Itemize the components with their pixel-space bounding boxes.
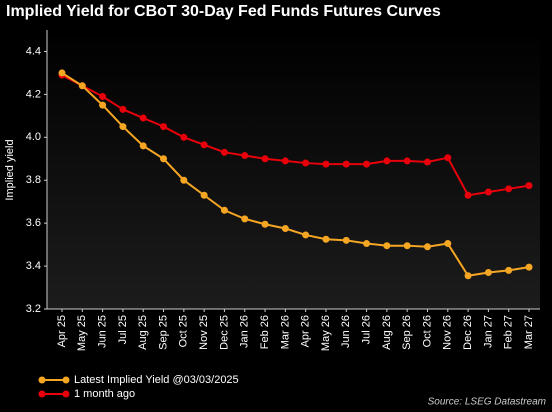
x-tick-label: Apr 25 xyxy=(56,315,68,347)
x-tick-label: Jul 26 xyxy=(360,315,372,344)
point xyxy=(180,176,188,184)
y-tick-label: 3.6 xyxy=(26,217,41,229)
point xyxy=(444,154,452,162)
x-tick-label: Mar 26 xyxy=(279,315,291,349)
point xyxy=(505,185,513,193)
plot-area xyxy=(47,30,540,309)
point xyxy=(119,105,127,113)
x-tick-label: Dec 26 xyxy=(462,315,474,350)
point xyxy=(200,141,208,149)
point xyxy=(241,215,249,223)
point xyxy=(363,240,371,248)
x-tick-label: Jan 27 xyxy=(482,315,494,348)
x-tick-label: Jun 26 xyxy=(340,315,352,348)
point xyxy=(160,123,168,131)
point xyxy=(484,269,492,277)
x-tick-label: Mar 27 xyxy=(523,315,535,349)
point xyxy=(241,152,249,160)
x-tick-label: Sep 26 xyxy=(401,315,413,350)
point xyxy=(220,148,228,156)
point xyxy=(302,231,310,239)
source: Source: LSEG Datastream xyxy=(428,397,546,408)
x-tick-label: Feb 26 xyxy=(259,315,271,349)
x-tick-label: Oct 26 xyxy=(421,315,433,347)
point xyxy=(58,69,66,77)
point xyxy=(180,133,188,141)
point xyxy=(119,123,127,131)
x-tick-label: Aug 25 xyxy=(137,315,149,350)
point xyxy=(525,182,533,190)
point xyxy=(403,242,411,250)
point xyxy=(302,159,310,167)
x-tick-label: Oct 25 xyxy=(178,315,190,347)
point xyxy=(383,157,391,165)
legend-label: 1 month ago xyxy=(74,388,135,400)
x-tick-label: Feb 27 xyxy=(503,315,515,349)
point xyxy=(342,236,350,244)
y-tick-label: 3.4 xyxy=(26,260,41,272)
x-tick-label: Apr 26 xyxy=(300,315,312,347)
x-tick-label: Jan 26 xyxy=(239,315,251,348)
y-tick-label: 4.2 xyxy=(26,88,41,100)
point xyxy=(484,188,492,196)
point xyxy=(423,158,431,166)
point xyxy=(363,160,371,168)
series-line xyxy=(61,72,530,277)
x-tick-label: Nov 25 xyxy=(198,315,210,350)
y-tick-label: 3.2 xyxy=(26,303,41,315)
point xyxy=(200,191,208,199)
point xyxy=(281,157,289,165)
x-tick-label: Jun 25 xyxy=(97,315,109,348)
point xyxy=(261,220,269,228)
x-tick-label: Jul 25 xyxy=(117,315,129,344)
y-axis-title: Implied yield xyxy=(4,139,16,200)
legend-label: Latest Implied Yield @03/03/2025 xyxy=(74,374,239,386)
point xyxy=(99,101,107,109)
point xyxy=(220,206,228,214)
series-line xyxy=(61,74,530,197)
legend-marker xyxy=(62,390,70,398)
point xyxy=(322,235,330,243)
point xyxy=(444,240,452,248)
point xyxy=(505,266,513,274)
point xyxy=(78,82,86,90)
point xyxy=(139,142,147,150)
legend-marker xyxy=(38,390,46,398)
x-tick-label: May 26 xyxy=(320,315,332,351)
point xyxy=(464,272,472,280)
legend-marker xyxy=(62,376,70,384)
chart-title: Implied Yield for CBoT 30-Day Fed Funds … xyxy=(6,3,441,20)
x-tick-label: Nov 26 xyxy=(442,315,454,350)
point xyxy=(139,114,147,122)
x-tick-label: Sep 25 xyxy=(157,315,169,350)
point xyxy=(464,191,472,199)
y-tick-label: 3.8 xyxy=(26,174,41,186)
point xyxy=(342,160,350,168)
point xyxy=(322,160,330,168)
point xyxy=(281,225,289,233)
x-tick-label: Aug 26 xyxy=(381,315,393,350)
point xyxy=(403,157,411,165)
x-tick-label: May 25 xyxy=(76,315,88,351)
point xyxy=(261,155,269,163)
point xyxy=(160,155,168,163)
legend-marker xyxy=(38,376,46,384)
y-tick-label: 4.4 xyxy=(26,45,41,57)
x-tick-label: Dec 25 xyxy=(218,315,230,350)
y-tick-label: 4.0 xyxy=(26,131,41,143)
point xyxy=(99,93,107,101)
point xyxy=(383,242,391,250)
point xyxy=(423,243,431,251)
point xyxy=(525,263,533,271)
